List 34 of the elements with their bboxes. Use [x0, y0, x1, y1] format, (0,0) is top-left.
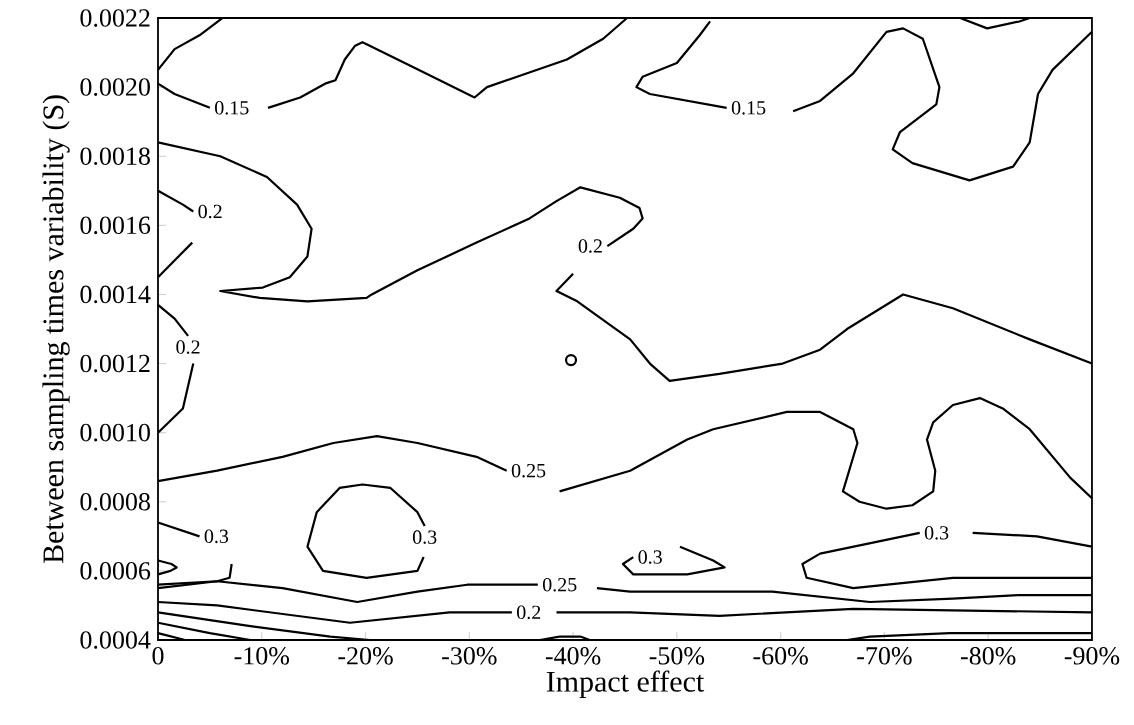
x-axis-title: Impact effect	[546, 670, 705, 698]
series-label: 0.3	[638, 550, 662, 564]
y-axis-title: Between sampling times variability (S)	[42, 95, 70, 564]
series-label: 0.3	[204, 529, 229, 544]
x-tick-label: -50%	[649, 647, 705, 665]
x-tick-label: -10%	[234, 647, 290, 665]
y-tick-label: 0.0018	[80, 147, 150, 166]
x-tick-label: -80%	[961, 647, 1016, 665]
x-tick-label: -30%	[442, 647, 497, 665]
series-label: 0.2	[578, 239, 602, 253]
y-tick-label: 0.0010	[80, 423, 150, 442]
series-label: 0.3	[924, 526, 949, 540]
series-label: 0.3	[412, 530, 437, 544]
y-tick-label: 0.0006	[80, 562, 151, 580]
y-tick-label: 0.0008	[80, 492, 150, 511]
x-tick-label: -70%	[857, 647, 912, 665]
x-tick-label: -60%	[753, 647, 808, 665]
x-tick-label: 0	[152, 647, 164, 665]
x-tick-label: -90%	[1064, 647, 1120, 665]
y-tick-label: 0.0020	[80, 78, 150, 96]
y-tick-label: 0.0016	[80, 216, 151, 235]
series-label: 0.2	[517, 605, 541, 620]
x-tick-label: -40%	[545, 647, 601, 665]
series-label: 0.25	[542, 577, 577, 592]
series-label: 0.2	[176, 340, 200, 354]
y-tick-label: 0.0012	[80, 354, 150, 373]
y-tick-label: 0.0022	[80, 9, 150, 27]
y-tick-label: 0.0004	[80, 631, 151, 649]
y-tick-label: 0.0014	[80, 285, 151, 304]
series-label: 0.15	[731, 101, 766, 115]
x-tick-label: -20%	[338, 647, 393, 665]
series-label: 0.15	[215, 101, 249, 115]
series-label: 0.25	[511, 463, 546, 478]
series-label: 0.2	[198, 204, 222, 219]
